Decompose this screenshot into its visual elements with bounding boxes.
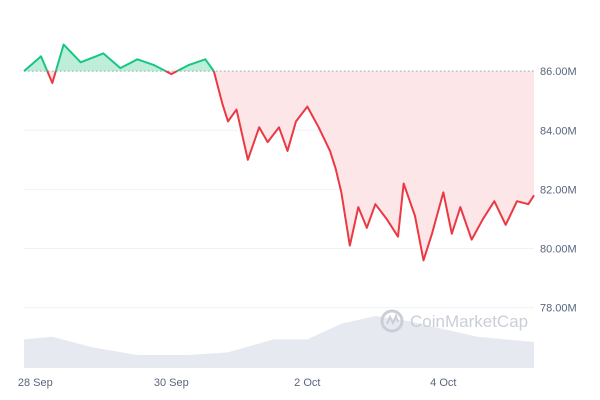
line-segment-down	[46, 70, 57, 84]
y-tick-label: 78.00M	[540, 303, 577, 315]
line-segment-down	[165, 70, 178, 76]
area-above-baseline	[24, 56, 48, 72]
line-segment-down	[212, 70, 535, 262]
area-above-baseline	[55, 44, 166, 72]
line-segment-up	[176, 58, 215, 73]
y-tick-label: 80.00M	[540, 244, 577, 256]
coinmarketcap-logo-icon	[380, 309, 404, 333]
area-above-baseline	[177, 59, 214, 72]
area-fills	[24, 44, 535, 261]
y-tick-label: 82.00M	[540, 184, 577, 196]
line-segment-up	[54, 43, 167, 73]
area-below-baseline	[213, 71, 535, 261]
x-axis-ticks: 28 Sep 30 Sep 2 Oct 4 Oct	[18, 377, 457, 389]
x-tick-label: 4 Oct	[430, 377, 456, 389]
volume-area-shape	[24, 316, 534, 368]
y-tick-label: 84.00M	[540, 125, 577, 137]
line-segment-up	[23, 55, 49, 72]
y-axis-ticks: 86.00M 84.00M 82.00M 80.00M 78.00M	[540, 66, 577, 315]
x-tick-label: 28 Sep	[18, 377, 53, 389]
x-tick-label: 2 Oct	[294, 377, 320, 389]
x-tick-label: 30 Sep	[154, 377, 189, 389]
y-tick-label: 86.00M	[540, 66, 577, 78]
volume-area	[24, 316, 534, 368]
watermark: CoinMarketCap	[380, 309, 528, 333]
watermark-text: CoinMarketCap	[410, 312, 528, 331]
price-series-line	[23, 43, 535, 262]
